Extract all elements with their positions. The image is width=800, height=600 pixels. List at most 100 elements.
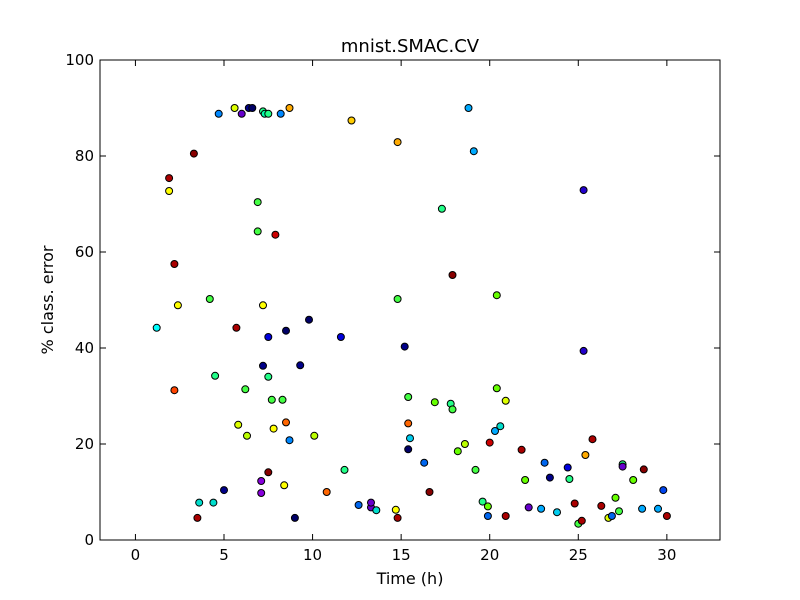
- data-point: [367, 498, 375, 507]
- data-point: [588, 435, 597, 444]
- data-point: [524, 503, 533, 512]
- data-point: [189, 149, 198, 158]
- data-point: [570, 499, 579, 508]
- data-point: [165, 187, 174, 195]
- y-tick-label: 0: [84, 531, 94, 549]
- data-point: [264, 333, 273, 341]
- data-point: [237, 109, 246, 118]
- data-point: [391, 505, 400, 514]
- data-point: [406, 434, 414, 443]
- data-point: [485, 438, 494, 447]
- data-point: [310, 431, 319, 440]
- data-point: [234, 420, 243, 429]
- data-point: [253, 227, 262, 236]
- data-point: [241, 385, 250, 394]
- data-point: [654, 504, 662, 513]
- data-point: [253, 198, 262, 207]
- data-point: [579, 346, 588, 355]
- data-point: [577, 516, 586, 525]
- data-point: [521, 476, 530, 484]
- data-point: [278, 395, 287, 404]
- data-point: [471, 465, 480, 474]
- data-point: [615, 507, 623, 516]
- data-point: [282, 418, 290, 427]
- data-point: [659, 486, 668, 495]
- data-point: [553, 508, 561, 517]
- y-tick-label: 40: [75, 339, 94, 357]
- data-point: [209, 498, 218, 507]
- data-point: [478, 497, 487, 506]
- x-tick-label: 20: [480, 546, 499, 564]
- data-point: [501, 396, 510, 405]
- data-point: [220, 486, 228, 495]
- data-point: [404, 445, 413, 454]
- data-point: [165, 174, 174, 183]
- data-point: [430, 398, 439, 407]
- data-point: [322, 488, 331, 496]
- data-point: [170, 386, 179, 395]
- data-point: [393, 513, 402, 522]
- data-point: [579, 186, 588, 195]
- data-point: [437, 204, 446, 213]
- data-point: [492, 384, 501, 393]
- y-tick-label: 20: [75, 435, 94, 453]
- data-point: [448, 271, 457, 279]
- data-point: [662, 512, 671, 520]
- data-point: [269, 424, 278, 433]
- data-point: [282, 326, 290, 335]
- data-point: [537, 504, 546, 513]
- x-tick-label: 15: [392, 546, 411, 564]
- data-point: [372, 506, 381, 515]
- data-point: [400, 342, 409, 351]
- data-point: [285, 436, 294, 445]
- y-tick-label: 100: [65, 51, 94, 69]
- data-point: [259, 361, 267, 370]
- plot-frame: [99, 59, 721, 541]
- y-tick-label: 80: [75, 147, 94, 165]
- data-point: [404, 419, 413, 428]
- data-point: [152, 323, 161, 332]
- data-point: [638, 504, 647, 513]
- data-point: [230, 104, 239, 112]
- data-point: [492, 291, 501, 300]
- data-point: [453, 447, 462, 456]
- x-axis: 0 5 10 15 20 25 30: [131, 60, 676, 564]
- x-tick-label: 0: [131, 546, 141, 564]
- data-point: [565, 475, 574, 483]
- y-axis-label: % class. error: [38, 245, 57, 354]
- data-point: [280, 481, 289, 490]
- data-point: [483, 512, 492, 520]
- data-point: [460, 440, 469, 448]
- data-point: [404, 393, 413, 401]
- data-point: [517, 445, 526, 454]
- data-point: [264, 372, 273, 381]
- data-point: [347, 116, 356, 125]
- data-point: [496, 422, 505, 431]
- data-point: [618, 462, 627, 471]
- data-point: [195, 498, 204, 507]
- data-point: [629, 476, 638, 484]
- data-point: [483, 502, 492, 511]
- data-point: [173, 301, 182, 310]
- data-point: [563, 463, 572, 472]
- data-point: [271, 230, 280, 239]
- data-point: [214, 109, 223, 118]
- data-point: [257, 489, 266, 497]
- data-point: [211, 371, 220, 380]
- data-point: [607, 512, 616, 520]
- data-point: [501, 512, 510, 520]
- data-point: [193, 513, 202, 522]
- data-point: [393, 295, 402, 303]
- data-point: [267, 395, 276, 404]
- data-point: [232, 323, 241, 332]
- data-point: [639, 465, 648, 474]
- y-axis: 0 20 40 60 80 100: [65, 51, 720, 549]
- data-point: [243, 431, 251, 440]
- data-point: [545, 473, 554, 482]
- data-point: [170, 260, 179, 268]
- data-point: [285, 104, 294, 112]
- x-tick-label: 5: [219, 546, 229, 564]
- data-point: [336, 333, 345, 341]
- x-axis-label: Time (h): [376, 569, 444, 588]
